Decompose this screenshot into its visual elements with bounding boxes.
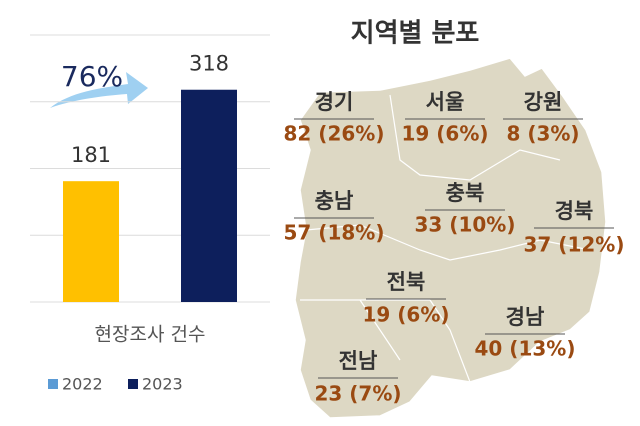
region-name: 충남 xyxy=(315,189,354,213)
data-label: 318 xyxy=(189,52,229,76)
map-shape xyxy=(294,57,607,419)
region-name: 전남 xyxy=(339,349,378,373)
data-label: 181 xyxy=(71,143,111,167)
bar xyxy=(181,89,237,302)
region-value: 37 (12%) xyxy=(524,233,625,257)
region-value: 8 (3%) xyxy=(506,122,579,146)
region-value: 23 (7%) xyxy=(314,382,401,406)
legend-swatch xyxy=(128,379,138,389)
bar xyxy=(63,181,119,302)
legend-label: 2023 xyxy=(142,375,183,394)
x-tick-label: 현장조사 건수 xyxy=(95,324,206,346)
region-value: 57 (18%) xyxy=(284,221,385,245)
region-name: 충북 xyxy=(446,181,485,205)
region-value: 82 (26%) xyxy=(284,122,385,146)
region-value: 40 (13%) xyxy=(475,337,576,361)
region-value: 19 (6%) xyxy=(362,303,449,327)
region-name: 전북 xyxy=(387,270,426,294)
legend-label: 2022 xyxy=(62,375,103,394)
map-borders xyxy=(300,94,591,383)
region-value: 33 (10%) xyxy=(415,213,516,237)
growth-arrow xyxy=(50,72,148,108)
region-name: 경북 xyxy=(555,199,594,223)
legend-swatch xyxy=(48,379,58,389)
annotation: 76% xyxy=(61,60,123,93)
region-name: 경기 xyxy=(315,90,354,114)
map-title: 지역별 분포 xyxy=(351,19,480,49)
region-name: 서울 xyxy=(426,90,465,114)
region-value: 19 (6%) xyxy=(401,122,488,146)
region-name: 경남 xyxy=(506,305,545,329)
region-name: 강원 xyxy=(524,90,563,114)
